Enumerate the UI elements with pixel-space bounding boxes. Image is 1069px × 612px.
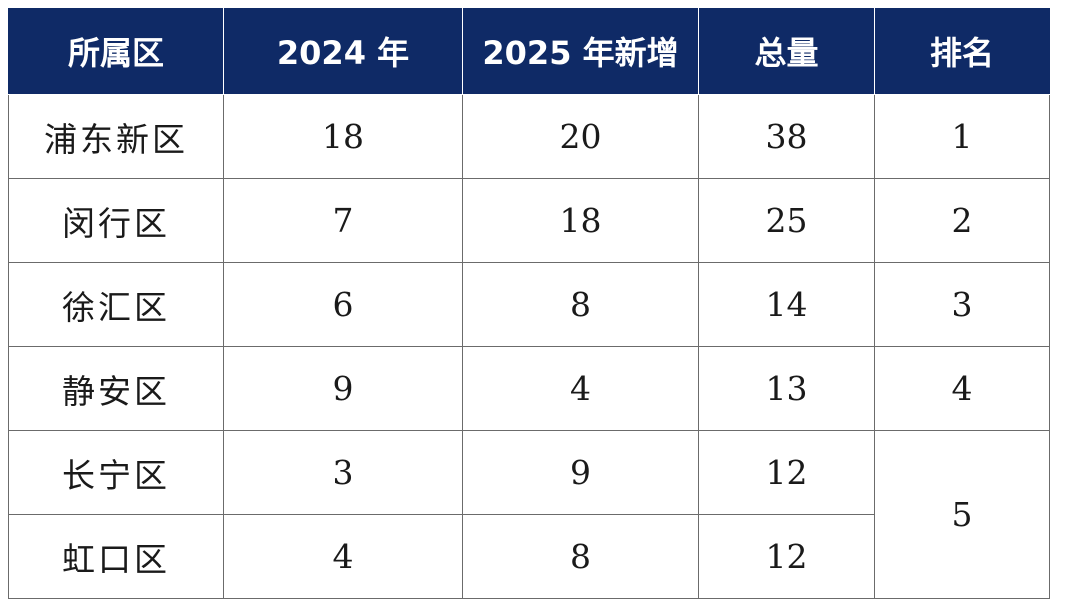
table-row: 浦东新区 18 20 38 1 — [8, 94, 1050, 179]
cell-total: 14 — [698, 262, 875, 347]
cell-2024: 3 — [223, 430, 463, 515]
cell-total: 12 — [698, 514, 875, 599]
cell-2025-new: 8 — [462, 514, 699, 599]
district-ranking-table: 所属区 2024 年 2025 年新增 总量 排名 浦东新区 18 20 38 … — [8, 8, 1050, 599]
table-row: 长宁区 3 9 12 5 — [8, 430, 1050, 599]
cell-rank: 3 — [874, 262, 1050, 347]
cell-district: 闵行区 — [8, 178, 224, 263]
cell-total: 25 — [698, 178, 875, 263]
cell-total: 12 — [698, 430, 875, 515]
cell-2025-new: 4 — [462, 346, 699, 431]
cell-district: 静安区 — [8, 346, 224, 431]
header-2025-new: 2025 年新增 — [462, 8, 699, 95]
table-row: 闵行区 7 18 25 2 — [8, 178, 1050, 263]
table-row: 静安区 9 4 13 4 — [8, 346, 1050, 431]
cell-rank: 1 — [874, 94, 1050, 179]
header-rank: 排名 — [874, 8, 1050, 95]
cell-2024: 7 — [223, 178, 463, 263]
cell-2025-new: 20 — [462, 94, 699, 179]
cell-district: 浦东新区 — [8, 94, 224, 179]
cell-district: 虹口区 — [8, 514, 224, 599]
cell-2025-new: 8 — [462, 262, 699, 347]
cell-2024: 9 — [223, 346, 463, 431]
header-total: 总量 — [698, 8, 875, 95]
cell-2024: 4 — [223, 514, 463, 599]
cell-rank: 2 — [874, 178, 1050, 263]
header-district: 所属区 — [8, 8, 224, 95]
table-header-row: 所属区 2024 年 2025 年新增 总量 排名 — [8, 8, 1050, 95]
table-row: 虹口区 4 8 12 — [8, 514, 1050, 599]
cell-rank: 4 — [874, 346, 1050, 431]
cell-total: 13 — [698, 346, 875, 431]
table-row: 徐汇区 6 8 14 3 — [8, 262, 1050, 347]
cell-2024: 18 — [223, 94, 463, 179]
header-2024: 2024 年 — [223, 8, 463, 95]
cell-total: 38 — [698, 94, 875, 179]
cell-2025-new: 9 — [462, 430, 699, 515]
cell-rank-merged: 5 — [874, 430, 1050, 599]
cell-district: 长宁区 — [8, 430, 224, 515]
cell-2024: 6 — [223, 262, 463, 347]
cell-district: 徐汇区 — [8, 262, 224, 347]
cell-2025-new: 18 — [462, 178, 699, 263]
